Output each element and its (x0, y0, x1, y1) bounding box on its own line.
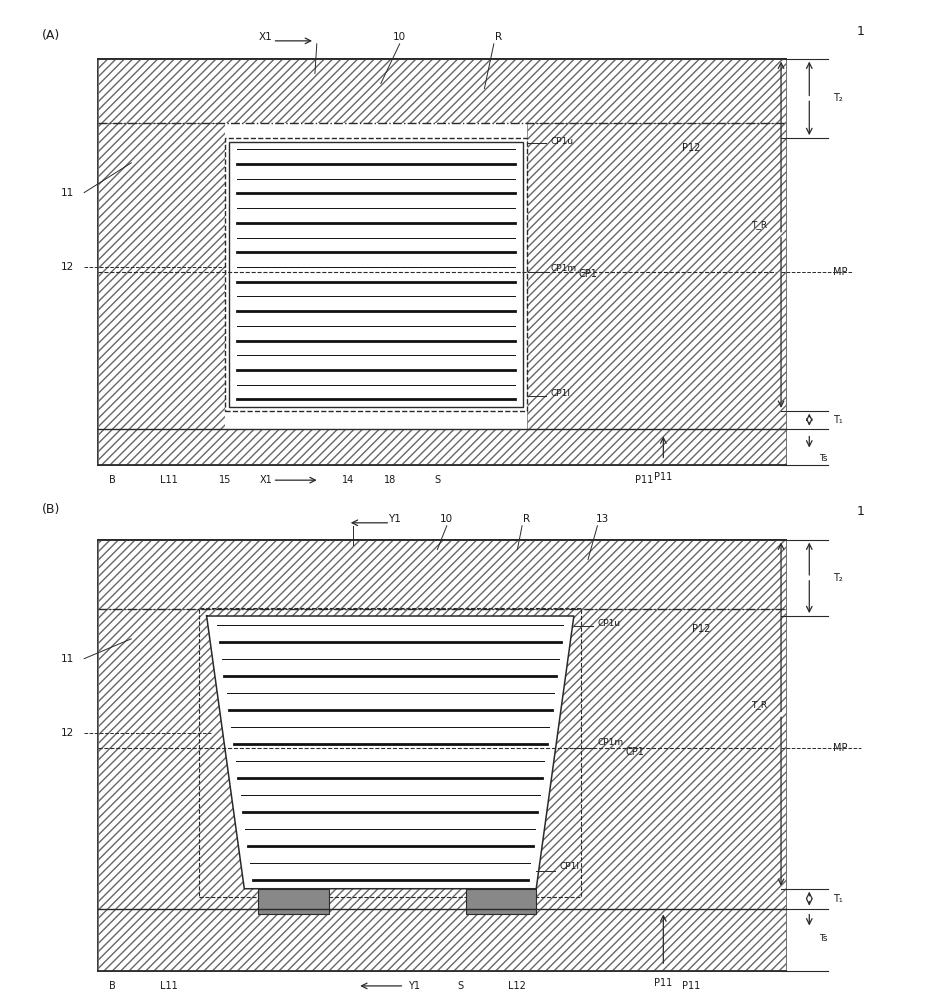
Bar (225, 123, 527, 429)
Text: B: B (109, 981, 116, 991)
Text: 11: 11 (61, 188, 74, 198)
Text: MP: MP (833, 267, 847, 277)
Bar (99, 59, 786, 465)
Bar (225, 138, 527, 411)
Bar (99, 540, 786, 609)
Text: B: B (109, 475, 116, 485)
Text: P11: P11 (682, 981, 701, 991)
Text: X1: X1 (259, 475, 273, 485)
Text: CP1u: CP1u (598, 619, 620, 628)
Bar (99, 59, 786, 123)
Text: T₁: T₁ (833, 894, 843, 904)
Text: P12: P12 (682, 143, 700, 153)
Text: 10: 10 (440, 514, 453, 524)
Text: Y1: Y1 (389, 514, 402, 524)
Text: T₁: T₁ (833, 415, 843, 425)
Text: R: R (495, 32, 503, 42)
Bar (200, 608, 581, 897)
Text: CP1l: CP1l (550, 389, 570, 398)
Text: CP1m: CP1m (550, 264, 577, 273)
Text: 11: 11 (61, 654, 74, 664)
Text: MP: MP (833, 743, 847, 753)
Text: Y1: Y1 (408, 981, 420, 991)
Text: CP1: CP1 (579, 269, 598, 279)
Bar (99, 123, 225, 429)
Text: (A): (A) (42, 29, 60, 42)
Text: CP1: CP1 (626, 747, 644, 757)
Bar (527, 123, 786, 429)
Text: 18: 18 (384, 475, 396, 485)
Text: T_R: T_R (750, 220, 767, 229)
Text: L11: L11 (161, 475, 178, 485)
Text: P12: P12 (692, 624, 710, 634)
Bar (99, 609, 786, 909)
Text: R: R (523, 514, 530, 524)
Text: X1: X1 (259, 32, 273, 42)
Text: T_R: T_R (750, 700, 767, 709)
Bar (99, 540, 786, 971)
Text: P11: P11 (655, 472, 673, 482)
Text: S: S (434, 475, 441, 485)
Text: P11: P11 (655, 978, 673, 988)
Text: Ts: Ts (819, 934, 827, 943)
Text: CP1m: CP1m (598, 738, 623, 747)
Text: 14: 14 (342, 475, 354, 485)
Text: 15: 15 (219, 475, 232, 485)
Text: L11: L11 (161, 981, 178, 991)
Text: T₂: T₂ (833, 573, 843, 583)
Text: (B): (B) (42, 503, 60, 516)
Bar (258, 889, 329, 914)
Text: T₂: T₂ (833, 93, 843, 103)
Polygon shape (207, 616, 574, 889)
Text: 13: 13 (596, 514, 609, 524)
Bar (99, 909, 786, 971)
Text: 10: 10 (393, 32, 407, 42)
Text: 12: 12 (61, 262, 74, 272)
Text: CP1l: CP1l (560, 862, 580, 871)
Text: 12: 12 (61, 728, 74, 738)
Bar (466, 889, 536, 914)
Bar (99, 429, 786, 465)
Text: L12: L12 (508, 981, 526, 991)
Text: P11: P11 (636, 475, 654, 485)
Text: S: S (458, 981, 464, 991)
Text: CP1u: CP1u (550, 137, 574, 146)
Text: 1: 1 (857, 25, 865, 38)
Bar (229, 142, 523, 407)
Text: 1: 1 (857, 505, 865, 518)
Text: Ts: Ts (819, 454, 827, 463)
